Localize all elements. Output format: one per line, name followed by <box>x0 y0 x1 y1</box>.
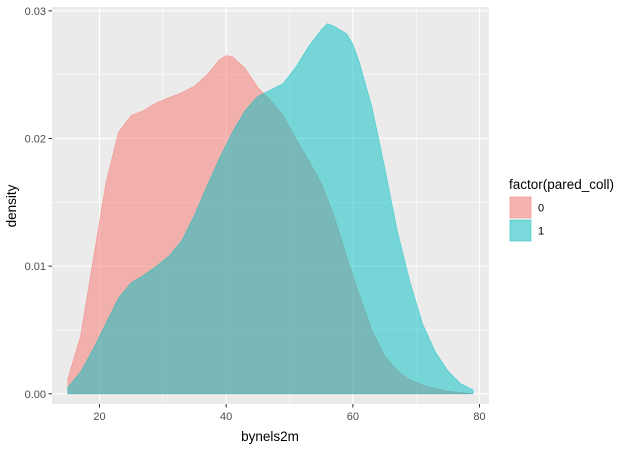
legend-label-1: 1 <box>538 226 544 238</box>
y-tick-label: 0.01 <box>25 261 46 273</box>
density-areas <box>67 23 474 395</box>
x-tick-label: 80 <box>473 411 485 423</box>
x-tick-label: 20 <box>93 411 105 423</box>
x-tick-label: 40 <box>220 411 232 423</box>
legend-items: 01 <box>509 196 544 242</box>
y-tick-label: 0.03 <box>25 6 46 18</box>
y-axis-title: density <box>4 184 19 227</box>
legend-label-0: 0 <box>538 203 544 215</box>
x-axis-title: bynels2m <box>241 429 299 444</box>
density-area-1 <box>67 23 474 395</box>
y-tick-label: 0.02 <box>25 133 46 145</box>
legend-key-1 <box>509 219 532 242</box>
x-axis-ticks: 20 40 60 80 <box>93 404 486 423</box>
y-tick-label: 0.00 <box>25 389 46 401</box>
legend-key-0 <box>509 196 532 219</box>
x-tick-label: 60 <box>347 411 359 423</box>
legend: factor(pared_coll) 01 <box>509 177 614 242</box>
legend-title: factor(pared_coll) <box>509 177 614 192</box>
y-axis-ticks: 0.00 0.01 0.02 0.03 <box>25 6 52 401</box>
